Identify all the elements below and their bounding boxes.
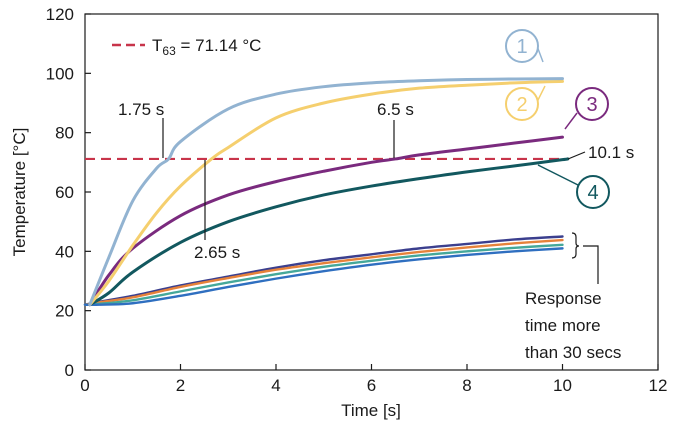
y-tick-label: 60 [55, 183, 74, 202]
curve-3-badge-leader [564, 112, 578, 130]
curve-1-badge-circle [505, 29, 539, 63]
y-tick-label: 120 [46, 5, 74, 24]
curve-3-badge-circle [575, 87, 609, 121]
curve-3-badge-label: 3 [586, 94, 597, 116]
annotation-t4-leader [567, 151, 586, 160]
curve-4-badge-circle [576, 175, 610, 209]
curve-2-badge-label: 2 [516, 94, 527, 116]
x-tick-label: 12 [649, 376, 668, 395]
series-2-line [88, 79, 564, 307]
x-tick-label: 8 [462, 376, 471, 395]
y-tick-label: 0 [65, 361, 74, 380]
x-tick-label: 6 [367, 376, 376, 395]
series-6-line [83, 238, 564, 306]
series-layer [83, 77, 570, 307]
y-tick-label: 20 [55, 302, 74, 321]
y-tick-label: 40 [55, 242, 74, 261]
curve-4-badge-label: 4 [587, 182, 598, 204]
x-tick-label: 4 [271, 376, 280, 395]
legend: T63 = 71.14 °C [112, 36, 261, 58]
series-8-line [83, 247, 564, 307]
annotation-t3: 6.5 s [377, 100, 414, 119]
series-1-line [88, 77, 564, 307]
annotation-t1: 1.75 s [118, 100, 164, 119]
curve-1-badge-label: 1 [516, 36, 527, 58]
annotation-t4: 10.1 s [588, 143, 634, 162]
legend-label-rest: = 71.14 °C [176, 36, 262, 55]
legend-label: T63 = 71.14 °C [152, 36, 261, 58]
annotation-t2: 2.65 s [194, 243, 240, 262]
series-5-line [83, 235, 564, 306]
series-4-line [88, 157, 570, 307]
y-axis-title: Temperature [°C] [10, 128, 29, 257]
x-tick-label: 10 [553, 376, 572, 395]
legend-label-sub: 63 [162, 44, 176, 58]
curve-1-badge: 1 [505, 29, 544, 63]
y-tick-label: 80 [55, 124, 74, 143]
curve-3-badge: 3 [564, 87, 609, 130]
series-7-line [83, 243, 564, 306]
x-tick-label: 2 [176, 376, 185, 395]
x-tick-label: 0 [80, 376, 89, 395]
x-axis-title: Time [s] [341, 401, 401, 420]
note-line-1: Response [525, 289, 602, 308]
curve-4-badge: 4 [537, 164, 610, 209]
note-line-2: time more [525, 316, 601, 335]
curve-4-badge-leader [537, 164, 581, 187]
curve-2-badge: 2 [505, 85, 546, 121]
y-tick-label: 100 [46, 64, 74, 83]
series-3-line [88, 135, 564, 307]
slow-curves-bracket [571, 232, 580, 259]
curve-2-badge-circle [505, 87, 539, 121]
legend-label-main: T [152, 36, 162, 55]
slow-curves-leader [583, 245, 599, 284]
note-line-3: than 30 secs [525, 343, 621, 362]
